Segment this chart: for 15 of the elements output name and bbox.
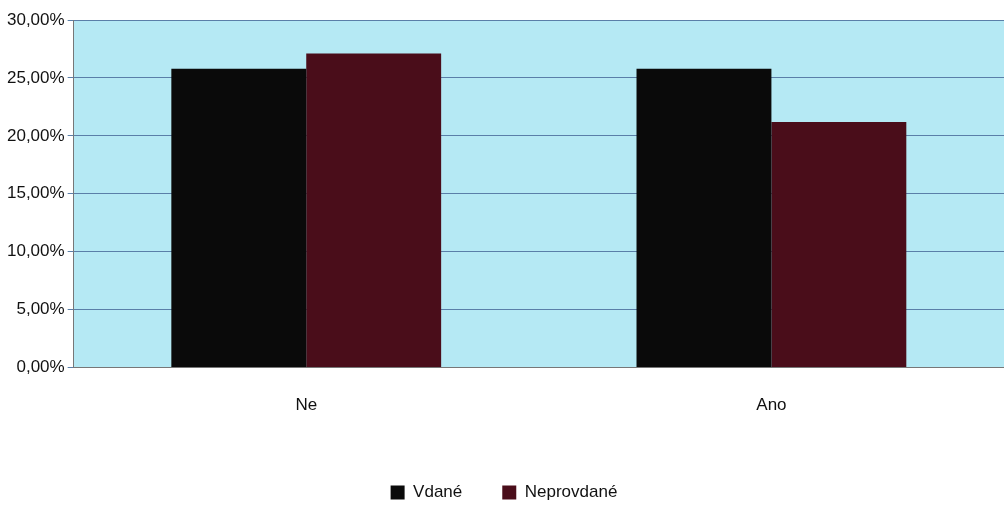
legend-label: Vdané <box>413 482 463 502</box>
y-tick-label: 5,00% <box>16 299 65 319</box>
y-tick-label: 0,00% <box>16 357 65 377</box>
y-tick-label: 25,00% <box>6 67 65 87</box>
bar <box>771 121 907 368</box>
y-tick-label: 15,00% <box>6 183 65 203</box>
legend-label: Neprovdané <box>524 482 618 502</box>
y-tick-label: 30,00% <box>6 9 65 29</box>
y-tick-label: 10,00% <box>6 241 65 261</box>
bar <box>171 68 307 368</box>
x-tick-label: Ne <box>295 395 318 415</box>
x-tick-label: Ano <box>756 395 787 415</box>
bar <box>306 53 442 368</box>
bar <box>636 68 772 368</box>
y-tick-label: 20,00% <box>6 125 65 145</box>
